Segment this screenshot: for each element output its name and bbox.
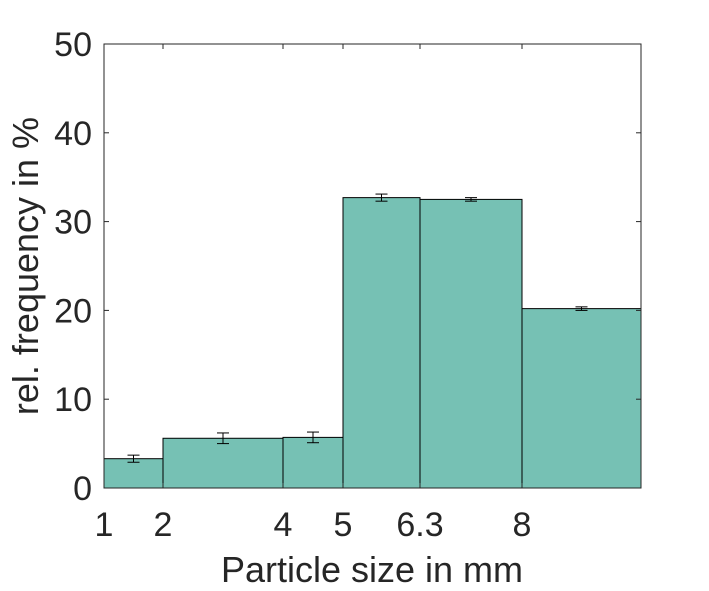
x-tick-label: 8 bbox=[513, 506, 532, 544]
error-bar-4 bbox=[375, 193, 388, 202]
bar-6 bbox=[521, 308, 642, 489]
bar-2 bbox=[162, 437, 284, 489]
x-tick-label: 4 bbox=[274, 506, 293, 544]
bar-5 bbox=[419, 198, 523, 489]
error-bars-layer bbox=[127, 193, 588, 463]
bar-1 bbox=[103, 458, 164, 489]
error-bar-5 bbox=[465, 197, 477, 202]
x-tick-label: 6.3 bbox=[396, 506, 443, 544]
error-bar-1 bbox=[127, 454, 140, 463]
y-tick-label: 40 bbox=[54, 115, 92, 153]
y-tick-label: 30 bbox=[54, 204, 92, 242]
x-tick-label: 5 bbox=[334, 506, 353, 544]
y-axis-title: rel. frequency in % bbox=[5, 117, 46, 415]
error-bar-3 bbox=[307, 431, 319, 444]
bar-4 bbox=[342, 197, 421, 489]
y-tick-label: 50 bbox=[54, 26, 92, 64]
x-axis-title: Particle size in mm bbox=[221, 549, 523, 590]
y-ticks-layer: 0 10 20 30 40 50 bbox=[54, 26, 641, 508]
x-tick-label: 1 bbox=[95, 506, 114, 544]
bar-3 bbox=[282, 436, 344, 489]
plot-frame bbox=[103, 43, 642, 489]
x-tick-label: 2 bbox=[154, 506, 173, 544]
bars-layer bbox=[103, 197, 642, 489]
error-bar-2 bbox=[217, 432, 229, 445]
x-ticks-layer: 1 2 4 5 6.3 8 bbox=[95, 44, 532, 544]
error-bar-6 bbox=[575, 306, 588, 311]
y-tick-label: 10 bbox=[54, 381, 92, 419]
y-tick-label: 20 bbox=[54, 292, 92, 330]
y-tick-label: 0 bbox=[73, 470, 92, 508]
